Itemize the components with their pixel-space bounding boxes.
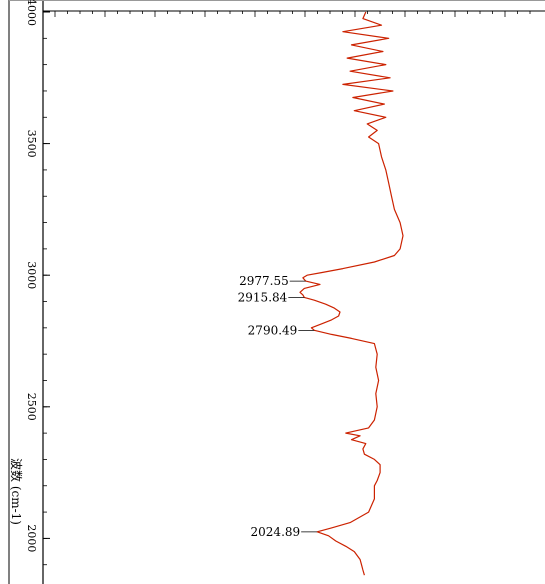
peak-label: 2915.84 xyxy=(238,290,288,304)
y-tick-label: 2000 xyxy=(25,524,38,552)
y-tick-label: 2500 xyxy=(25,393,38,421)
y-tick-label: 3000 xyxy=(25,261,38,289)
peak-label: 2977.55 xyxy=(239,274,289,288)
y-axis-ticks: 4000 3500 3000 2500 2000 xyxy=(25,0,50,566)
top-axis-ticks xyxy=(54,11,531,17)
peak-label: 2790.49 xyxy=(248,323,298,337)
spectrum-series xyxy=(299,11,404,576)
y-tick-label: 3500 xyxy=(25,130,38,158)
peak-label: 2024.89 xyxy=(251,525,301,539)
y-tick-label: 4000 xyxy=(25,0,38,26)
spectrum-line xyxy=(299,11,404,576)
y-axis-title: 波数 (cm-1) xyxy=(9,458,24,525)
peak-labels: 2977.55 2915.84 2790.49 2024.89 xyxy=(238,274,318,539)
